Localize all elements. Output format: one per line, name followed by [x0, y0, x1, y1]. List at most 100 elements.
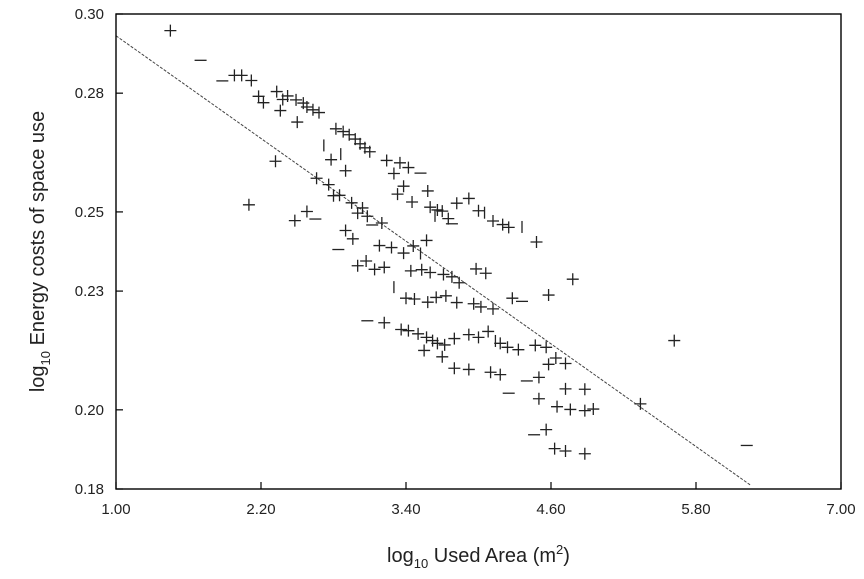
data-point: [436, 350, 449, 363]
data-point: [395, 323, 408, 336]
data-point: [431, 337, 444, 350]
data-point: [270, 85, 283, 98]
data-point: [391, 188, 404, 201]
data-point: [361, 210, 374, 223]
y-tick-label: 0.30: [75, 6, 104, 23]
y-axis-title: log10 Energy costs of space use: [27, 111, 53, 392]
data-point: [448, 362, 461, 375]
y-tick-label: 0.18: [75, 481, 104, 498]
data-point: [281, 89, 294, 102]
y-tick-label: 0.28: [75, 85, 104, 102]
data-point: [269, 155, 282, 168]
data-point: [235, 69, 248, 82]
data-point: [313, 106, 325, 119]
x-tick-label: 7.00: [826, 501, 855, 518]
y-tick-label: 0.25: [75, 204, 104, 221]
regression-line-group: [115, 35, 751, 486]
data-point: [578, 404, 591, 417]
data-point: [300, 205, 313, 218]
data-point: [242, 198, 255, 211]
data-point: [356, 201, 369, 214]
x-axis-title: log10 Used Area (m2): [387, 542, 570, 571]
data-point: [501, 341, 514, 354]
x-axis-title-prefix: log: [387, 545, 414, 567]
data-point: [487, 215, 499, 228]
data-point: [439, 289, 452, 302]
data-point: [274, 104, 287, 117]
data-point: [494, 368, 507, 381]
data-point: [360, 255, 373, 267]
data-point: [252, 90, 265, 103]
data-point: [450, 296, 463, 309]
data-point: [306, 103, 319, 116]
data-point: [424, 266, 437, 279]
data-point: [506, 292, 519, 305]
data-point: [408, 293, 421, 305]
data-point: [346, 232, 359, 245]
y-axis-title-subscript: 10: [38, 351, 53, 365]
data-point: [380, 154, 393, 167]
data-point: [421, 184, 434, 197]
data-point: [445, 270, 458, 283]
data-point: [559, 357, 572, 370]
data-point: [437, 268, 450, 281]
data-point: [327, 189, 340, 202]
data-point: [387, 167, 400, 180]
data-point: [412, 327, 425, 340]
data-point: [164, 24, 177, 37]
data-point: [494, 337, 507, 350]
data-point: [339, 224, 352, 237]
data-points: [164, 24, 753, 460]
data-point: [322, 178, 335, 191]
data-point: [587, 403, 600, 416]
data-point: [378, 261, 391, 274]
x-tick-label: 1.00: [101, 501, 130, 518]
data-point: [300, 101, 313, 114]
data-point: [351, 259, 364, 272]
data-point: [363, 145, 376, 158]
data-point: [542, 289, 555, 302]
data-point: [559, 445, 572, 457]
data-point: [532, 371, 545, 384]
data-point: [373, 239, 386, 252]
data-point: [368, 263, 381, 276]
data-point: [290, 93, 303, 106]
data-point: [407, 239, 420, 252]
data-point: [532, 392, 545, 405]
data-point: [551, 400, 564, 413]
data-point: [343, 128, 356, 141]
data-point: [406, 196, 419, 209]
y-axis-title-prefix: log: [27, 365, 49, 392]
data-point: [385, 241, 398, 254]
data-point: [438, 338, 451, 351]
data-point: [578, 383, 591, 396]
data-point: [424, 201, 437, 214]
data-point: [431, 203, 444, 216]
data-point: [512, 343, 525, 356]
data-point: [426, 334, 439, 347]
data-point: [257, 96, 270, 109]
data-point: [540, 341, 553, 354]
data-point: [325, 153, 338, 166]
data-point: [397, 247, 410, 260]
data-point: [482, 325, 495, 338]
data-point: [668, 334, 681, 347]
y-tick-label: 0.20: [75, 402, 104, 419]
regression-line: [115, 35, 751, 486]
data-point: [462, 328, 475, 341]
data-point: [420, 331, 433, 344]
data-point: [288, 214, 301, 227]
x-axis-title-text: Used Area (m: [428, 545, 556, 567]
y-axis: 0.18 0.20 0.23 0.25 0.28 0.30: [75, 6, 123, 498]
data-point: [436, 205, 449, 218]
data-point: [420, 234, 433, 247]
data-point: [566, 273, 579, 286]
data-point: [448, 332, 461, 345]
data-point: [450, 197, 463, 210]
data-point: [404, 264, 417, 277]
data-point: [472, 331, 485, 344]
data-point: [415, 263, 428, 276]
plot-frame: [115, 13, 842, 490]
x-axis: 1.00 2.20 3.40 4.60 5.80 7.00: [101, 482, 856, 518]
data-point: [418, 344, 431, 357]
